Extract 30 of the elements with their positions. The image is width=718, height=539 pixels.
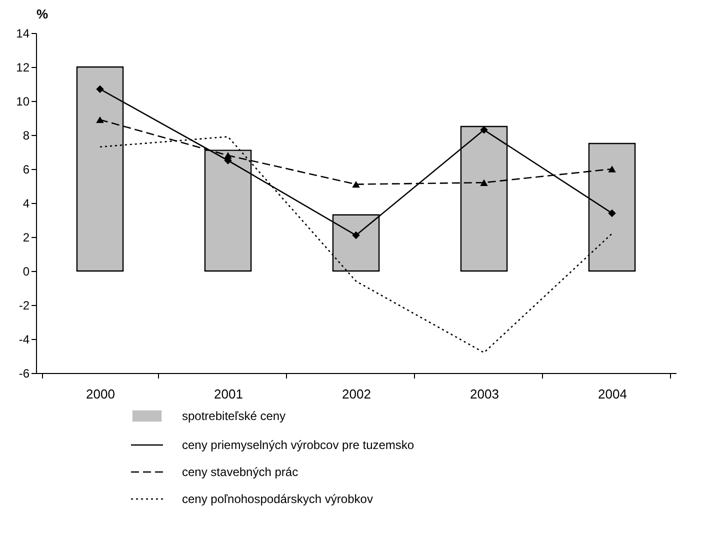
point	[480, 179, 488, 186]
point	[352, 180, 360, 188]
y-tick-label: 12	[16, 60, 30, 74]
x-tick-label: 2001	[214, 386, 243, 402]
x-tick-label: 2000	[86, 386, 115, 402]
point	[608, 166, 616, 172]
point	[608, 209, 616, 218]
y-tick-label: -4	[18, 332, 30, 346]
y-tick-label: 10	[16, 94, 30, 108]
y-axis-title: %	[36, 6, 48, 22]
legend-label: ceny priemyselných výrobcov pre tuzemsko	[182, 438, 414, 452]
y-tick-label: 4	[22, 196, 30, 210]
y-tick-label: 14	[16, 26, 30, 40]
legend-label: ceny stavebných prác	[182, 465, 298, 479]
legend-label: ceny poľnohospodárskych výrobkov	[182, 492, 373, 506]
x-tick-label: 2003	[470, 386, 499, 402]
y-tick-label: -2	[18, 298, 30, 312]
y-tick-label: -6	[18, 366, 30, 380]
x-tick-label: 2002	[342, 386, 371, 402]
point	[96, 116, 104, 124]
x-tick-label: 2004	[598, 386, 627, 402]
point	[96, 85, 104, 93]
y-tick-label: 6	[22, 162, 30, 176]
point	[352, 231, 360, 240]
y-tick-label: 2	[22, 230, 30, 244]
legend-label: spotrebiteľské ceny	[182, 409, 286, 423]
point	[480, 126, 488, 134]
y-tick-label: 0	[22, 264, 30, 278]
point	[224, 152, 232, 159]
y-tick-label: 8	[22, 128, 30, 142]
